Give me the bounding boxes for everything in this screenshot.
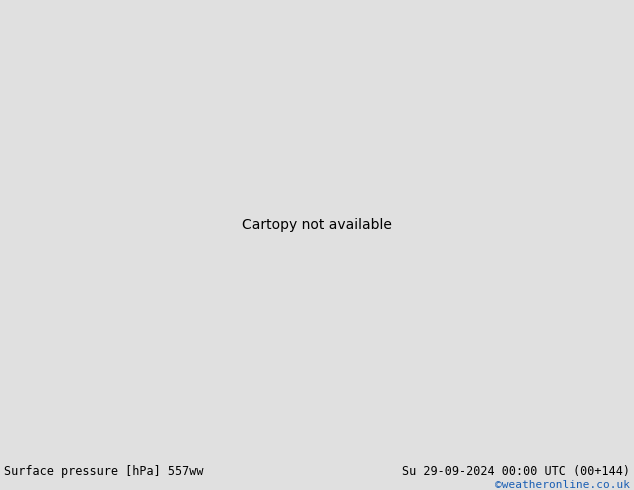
Text: Su 29-09-2024 00:00 UTC (00+144): Su 29-09-2024 00:00 UTC (00+144) (402, 465, 630, 478)
Text: Surface pressure [hPa] 557ww: Surface pressure [hPa] 557ww (4, 465, 204, 478)
Text: Cartopy not available: Cartopy not available (242, 218, 392, 232)
Text: ©weatheronline.co.uk: ©weatheronline.co.uk (495, 480, 630, 490)
